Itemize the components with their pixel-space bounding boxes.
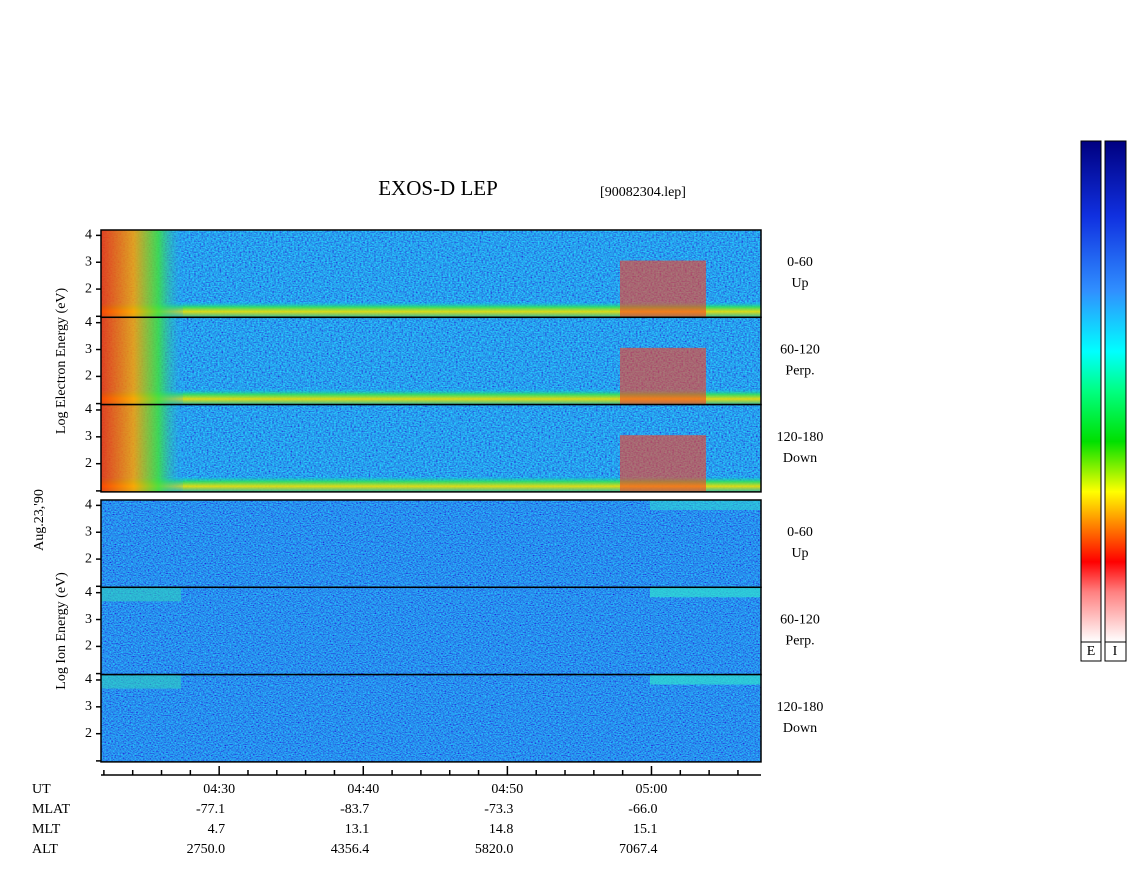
y-tick-label: 2: [85, 726, 92, 741]
y-axis-label: Log Electron Energy (eV): [54, 287, 69, 434]
orbit-value: -77.1: [196, 802, 225, 817]
y-tick-label: 2: [85, 551, 92, 566]
y-tick-label: 3: [85, 699, 92, 714]
panel-frame: [100, 403, 762, 493]
y-tick-label: 2: [85, 639, 92, 654]
orbit-value: 4.7: [208, 822, 226, 837]
colorbar: [1080, 140, 1102, 643]
y-tick-label: 2: [85, 369, 92, 384]
hot-region: [101, 404, 183, 492]
orbit-value: 7067.4: [619, 842, 658, 857]
y-tick-label: 3: [85, 429, 92, 444]
hot-region: [620, 435, 706, 492]
y-tick-label: 2: [85, 281, 92, 296]
orbit-value: -73.3: [484, 802, 513, 817]
y-tick-label: 4: [85, 585, 92, 600]
panel-frame: [100, 673, 762, 763]
y-tick-label: 4: [85, 402, 92, 417]
hot-region: [101, 317, 183, 405]
y-tick-label: 3: [85, 524, 92, 539]
orbit-value: -83.7: [340, 802, 369, 817]
colorbar: [1104, 140, 1127, 643]
panel-angle: 120-180: [777, 700, 824, 715]
x-tick-label: 04:50: [491, 782, 523, 797]
panel-direction: Perp.: [785, 364, 814, 379]
y-tick-label: 2: [85, 456, 92, 471]
ion-band: [650, 674, 761, 685]
ion-band: [650, 587, 761, 598]
orbit-label: MLT: [32, 822, 61, 837]
hot-region: [620, 260, 706, 318]
spectrogram-panel: [101, 500, 761, 588]
colorbar-label-box: [1104, 641, 1127, 662]
low-energy-band: [101, 301, 761, 318]
colorbars: E I: [1080, 140, 1127, 662]
panel-direction: Perp.: [785, 634, 814, 649]
orbit-value: -66.0: [628, 802, 657, 817]
panel-direction: Up: [791, 276, 808, 291]
orbit-value: 5820.0: [475, 842, 514, 857]
orbit-value: 13.1: [345, 822, 370, 837]
panel-direction: Down: [783, 451, 817, 466]
file-name: [90082304.lep]: [600, 185, 686, 200]
ion-band: [101, 587, 181, 602]
panel-angle: 60-120: [780, 613, 820, 628]
panel-angle: 0-60: [787, 525, 813, 540]
colorbar-label: I: [1113, 644, 1118, 659]
orbit-label: MLAT: [32, 802, 71, 817]
spectrogram-panel: [101, 674, 761, 762]
orbit-label: ALT: [32, 842, 58, 857]
orbit-value: 4356.4: [331, 842, 370, 857]
date-label: Aug.23,'90: [32, 489, 47, 551]
hot-region: [620, 347, 706, 405]
y-tick-label: 4: [85, 498, 92, 513]
y-tick-label: 4: [85, 672, 92, 687]
y-tick-label: 4: [85, 228, 92, 243]
orbit-value: 14.8: [489, 822, 514, 837]
panel-angle: 120-180: [777, 430, 824, 445]
colorbar-label-box: [1080, 641, 1102, 662]
panel-angle: 60-120: [780, 343, 820, 358]
hot-region: [101, 230, 183, 318]
y-tick-label: 4: [85, 315, 92, 330]
orbit-label: UT: [32, 782, 51, 797]
y-tick-label: 3: [85, 342, 92, 357]
ion-band: [101, 674, 181, 689]
low-energy-band: [101, 475, 761, 492]
y-axis-label: Log Ion Energy (eV): [54, 572, 69, 690]
orbit-value: 2750.0: [187, 842, 226, 857]
y-tick-label: 3: [85, 612, 92, 627]
x-tick-label: 05:00: [636, 782, 668, 797]
ion-band: [650, 500, 761, 510]
x-tick-label: 04:40: [347, 782, 379, 797]
panel-angle: 0-60: [787, 255, 813, 270]
chart-title: EXOS-D LEP: [378, 176, 498, 200]
low-energy-band: [101, 388, 761, 405]
panel-direction: Down: [783, 721, 817, 736]
x-tick-label: 04:30: [203, 782, 235, 797]
panel-direction: Up: [791, 546, 808, 561]
orbit-value: 15.1: [633, 822, 658, 837]
colorbar-label: E: [1087, 644, 1096, 659]
spectrogram-panel: [101, 587, 761, 675]
y-tick-label: 3: [85, 254, 92, 269]
